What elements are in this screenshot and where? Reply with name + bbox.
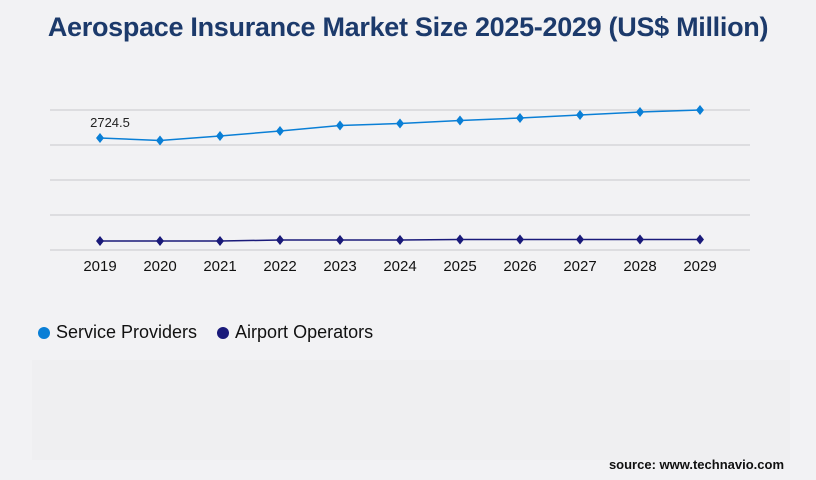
data-point <box>516 113 524 124</box>
data-point <box>156 135 164 146</box>
data-point <box>396 118 404 129</box>
data-point <box>696 105 704 115</box>
legend: Service Providers Airport Operators <box>38 322 373 343</box>
data-point <box>336 235 344 246</box>
data-point <box>216 235 224 246</box>
x-tick-label: 2024 <box>383 258 416 275</box>
x-tick-label: 2020 <box>143 258 176 275</box>
data-point <box>156 235 164 246</box>
x-tick-label: 2023 <box>323 258 356 275</box>
data-point <box>636 107 644 118</box>
line-chart: 2019 2020 2021 2022 2023 2024 2025 2026 2027 2028… <box>50 105 750 275</box>
x-tick-label: 2022 <box>263 258 296 275</box>
x-tick-label: 2028 <box>623 258 656 275</box>
data-point <box>456 115 464 126</box>
chart-title: Aerospace Insurance Market Size 2025-202… <box>47 12 769 42</box>
legend-item-airport-operators[interactable]: Airport Operators <box>217 322 373 343</box>
background-panel <box>32 360 790 460</box>
data-point <box>696 234 704 245</box>
data-point <box>216 131 224 142</box>
legend-label: Airport Operators <box>235 322 374 342</box>
data-point <box>576 234 584 245</box>
source-text: source: www.technavio.com <box>608 457 784 472</box>
legend-marker-icon <box>217 326 230 339</box>
legend-marker-icon <box>38 326 50 339</box>
x-tick-label: 2026 <box>503 258 536 275</box>
data-point <box>636 234 644 245</box>
data-point <box>456 234 464 245</box>
data-point <box>396 235 404 246</box>
x-tick-label: 2027 <box>563 258 596 275</box>
data-point <box>96 133 104 144</box>
data-point <box>576 110 584 121</box>
data-point <box>276 126 284 137</box>
x-tick-label: 2019 <box>83 258 116 275</box>
x-tick-label: 2025 <box>443 258 476 275</box>
x-tick-label: 2021 <box>203 258 236 275</box>
data-label: 2724.5 <box>90 115 130 130</box>
data-point <box>276 235 284 246</box>
data-point <box>336 120 344 131</box>
data-point <box>516 234 524 245</box>
legend-label: Service Providers <box>56 322 198 342</box>
x-tick-label: 2029 <box>683 258 716 275</box>
data-point <box>96 235 104 246</box>
legend-item-service-providers[interactable]: Service Providers <box>38 322 197 343</box>
